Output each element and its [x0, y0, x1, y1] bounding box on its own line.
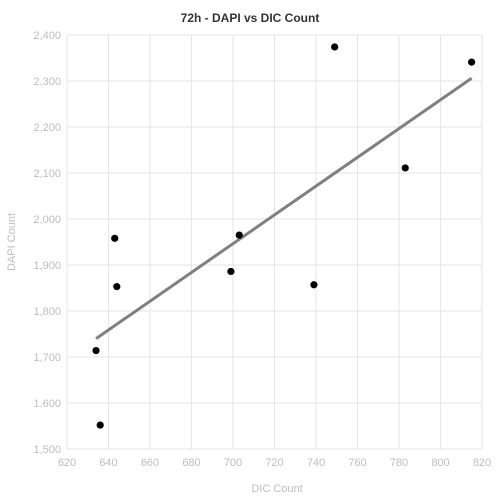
y-tick-label: 1,500 — [33, 444, 61, 456]
x-tick-label: 700 — [224, 457, 242, 469]
data-point — [96, 421, 104, 429]
data-point — [92, 346, 100, 355]
data-point — [113, 283, 121, 291]
data-point — [227, 267, 235, 276]
y-tick-label: 1,800 — [33, 306, 61, 318]
data-point — [401, 164, 409, 172]
y-tick-label: 1,700 — [33, 352, 61, 364]
x-tick-label: 780 — [390, 457, 408, 469]
x-tick-label: 640 — [99, 457, 117, 469]
data-points — [92, 43, 476, 429]
data-point — [310, 281, 318, 289]
y-tick-label: 2,000 — [33, 214, 61, 226]
y-tick-label: 1,600 — [33, 398, 61, 410]
x-tick-label: 620 — [58, 457, 76, 469]
y-tick-label: 1,900 — [33, 260, 61, 272]
x-tick-label: 740 — [307, 457, 325, 469]
x-tick-label: 660 — [141, 457, 159, 469]
y-tick-label: 2,300 — [33, 76, 61, 88]
y-tick-labels: 1,500 1,600 1,700 1,800 1,900 2,000 2,100 2,200… — [33, 30, 61, 456]
y-axis-label: DAPI Count — [6, 213, 18, 271]
chart-title: 72h - DAPI vs DIC Count — [181, 11, 320, 25]
x-tick-label: 820 — [473, 457, 491, 469]
x-tick-label: 800 — [431, 457, 449, 469]
x-axis-label: DIC Count — [251, 483, 302, 495]
x-tick-labels: 620 640 660 680 700 720 740 760 780 800 820 — [58, 457, 491, 469]
y-tick-label: 2,200 — [33, 122, 61, 134]
y-tick-label: 2,100 — [33, 168, 61, 180]
data-point — [468, 58, 476, 66]
data-point — [235, 231, 243, 239]
trendline — [95, 77, 473, 340]
x-tick-label: 720 — [265, 457, 283, 469]
x-tick-label: 760 — [348, 457, 366, 469]
y-tick-label: 2,400 — [33, 30, 61, 42]
data-point — [111, 234, 119, 242]
grid — [66, 34, 483, 450]
trendline-group — [95, 77, 473, 340]
data-point — [331, 43, 339, 51]
x-tick-label: 680 — [182, 457, 200, 469]
